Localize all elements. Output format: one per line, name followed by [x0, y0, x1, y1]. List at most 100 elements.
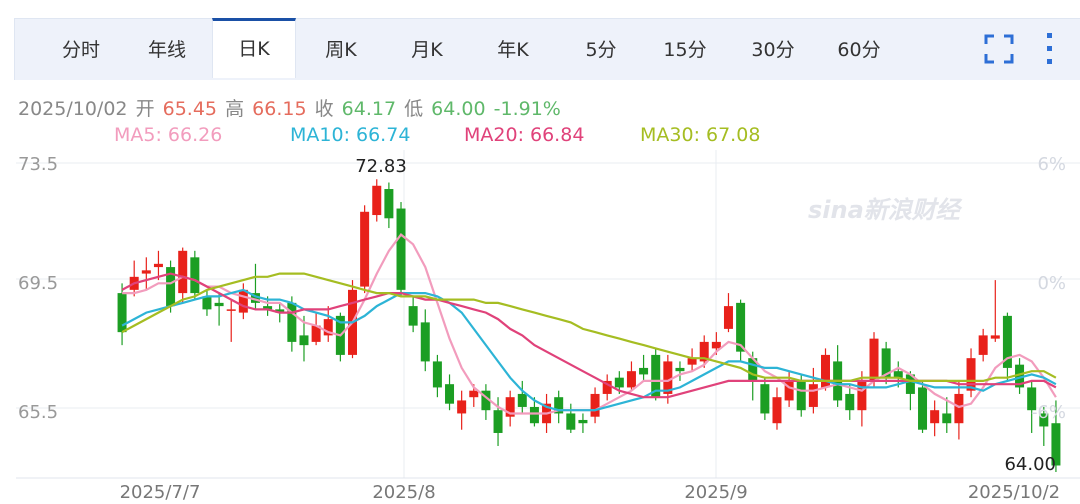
candle-body: [275, 309, 285, 313]
ma10-label: MA10: 66.74: [290, 124, 411, 146]
candle-body: [821, 354, 830, 388]
pct-tick-label: -6%: [1031, 402, 1066, 423]
tab-yearline[interactable]: 年线: [147, 39, 186, 61]
line-ma10: [121, 288, 1057, 412]
candle-body: [190, 257, 200, 294]
change-pct: -1.91%: [493, 98, 561, 120]
line-ma20: [121, 272, 1057, 399]
axis-labels-layer: 73.5 69.5 65.5 6% 0% -6% 2025/7/7 2025/8 2025/9 2…: [18, 154, 1066, 503]
tab-monthly-k[interactable]: 月K: [411, 39, 443, 61]
candle-body: [250, 293, 260, 303]
candle-body: [226, 309, 236, 311]
candle-body: [420, 322, 430, 362]
close-value: 64.17: [341, 98, 397, 120]
candle-body: [566, 413, 576, 430]
candle-body: [918, 387, 928, 430]
candle-body: [954, 393, 964, 424]
ohlc-info-line: 2025/10/02 开 65.45 高 66.15 收 64.17 低 64.…: [18, 94, 563, 121]
candle-body: [590, 393, 600, 417]
candle-body: [432, 361, 442, 388]
candle-body: [384, 189, 394, 219]
candle-body: [1039, 413, 1049, 427]
candle-body: [651, 354, 661, 398]
candle-body: [360, 211, 370, 287]
candle-body: [760, 384, 770, 414]
y-tick-label: 65.5: [18, 402, 58, 423]
candle-body: [942, 413, 952, 424]
candle-body: [1051, 423, 1061, 466]
candle-body: [1002, 315, 1012, 368]
candle-body: [930, 410, 940, 424]
line-ma5: [122, 233, 1057, 415]
candle-body: [990, 335, 1000, 339]
candle-body: [238, 289, 248, 313]
candle-body: [881, 348, 891, 378]
candle-body: [723, 306, 733, 329]
tab-weekly-k[interactable]: 周K: [325, 39, 357, 61]
low-label: 低: [404, 98, 424, 120]
info-date: 2025/10/02: [18, 98, 128, 120]
candle-body: [639, 367, 649, 375]
candle-body: [687, 358, 697, 365]
candle-body: [663, 361, 673, 394]
candle-body: [153, 263, 163, 268]
candle-body: [202, 296, 212, 310]
fullscreen-icon[interactable]: [981, 31, 1017, 67]
open-label: 开: [135, 98, 155, 120]
candle-body: [845, 393, 855, 411]
candle-body: [675, 367, 685, 372]
candle-body: [214, 302, 224, 307]
y-tick-label: 69.5: [18, 273, 58, 294]
candle-body: [626, 371, 636, 388]
candle-body: [505, 397, 515, 417]
x-tick-label: 2025/9: [684, 482, 747, 503]
candle-body: [457, 400, 467, 414]
sina-watermark: sina新浪财经: [808, 196, 963, 224]
high-value: 66.15: [252, 98, 307, 120]
candle-body: [263, 306, 273, 310]
close-label: 收: [314, 98, 334, 120]
candle-body: [372, 185, 382, 216]
max-price-label: 72.83: [355, 156, 407, 177]
min-price-label: 64.00: [1004, 454, 1056, 475]
kline-chart[interactable]: sina新浪财经 73.5 69.5 65.5 6% 0% -6% 2025/7/7 2025…: [0, 150, 1080, 504]
candle-body: [578, 419, 588, 424]
ma-lines-layer: [121, 233, 1057, 415]
candle-body: [481, 390, 491, 411]
tab-daily-k[interactable]: 日K: [212, 18, 296, 78]
candle-body: [748, 358, 758, 381]
tab-intraday[interactable]: 分时: [61, 39, 100, 61]
candle-body: [711, 341, 721, 349]
candle-body: [614, 377, 624, 388]
ma30-label: MA30: 67.08: [640, 124, 761, 146]
tab-60min[interactable]: 60分: [837, 39, 881, 61]
candle-body: [469, 390, 479, 398]
candle-body: [857, 380, 867, 411]
candle-body: [493, 410, 503, 433]
ma5-label: MA5: 66.26: [114, 124, 223, 146]
tab-yearly-k[interactable]: 年K: [497, 39, 529, 61]
candle-body: [784, 380, 794, 401]
candle-body: [396, 208, 406, 290]
tab-15min[interactable]: 15分: [663, 39, 707, 61]
candle-body: [408, 306, 418, 326]
candle-body: [554, 397, 564, 414]
candle-body: [141, 270, 151, 274]
candle-body: [699, 341, 709, 362]
pct-tick-label: 0%: [1037, 273, 1066, 294]
candle-body: [517, 393, 527, 407]
low-value: 64.00: [431, 98, 486, 120]
tab-30min[interactable]: 30分: [751, 39, 795, 61]
line-ma30: [121, 272, 1057, 382]
x-tick-label: 2025/8: [372, 482, 435, 503]
candle-body: [905, 374, 915, 394]
tab-5min[interactable]: 5分: [585, 39, 617, 61]
candle-body: [893, 371, 903, 378]
more-vertical-icon[interactable]: [1039, 31, 1059, 67]
candle-body: [796, 380, 806, 411]
candle-body: [808, 384, 818, 407]
candle-body: [529, 406, 539, 424]
x-tick-label: 2025/10/2: [968, 482, 1060, 503]
candle-body: [323, 319, 333, 336]
candle-body: [166, 267, 176, 307]
